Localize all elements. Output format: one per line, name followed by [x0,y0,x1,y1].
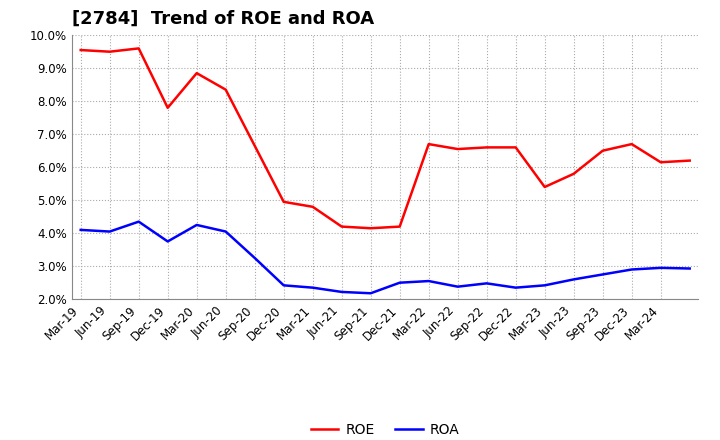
ROE [657,160,665,165]
ROA [627,267,636,272]
ROE [424,141,433,147]
ROE [221,87,230,92]
ROE [105,49,114,54]
ROA [279,283,288,288]
ROA [570,277,578,282]
Legend: ROE, ROA: ROE, ROA [305,417,465,440]
ROE [454,147,462,152]
ROE [251,143,259,148]
ROA [598,272,607,277]
ROA [511,285,520,290]
ROA [482,281,491,286]
ROE [685,158,694,163]
ROA [454,284,462,290]
ROE [395,224,404,229]
ROE [541,184,549,190]
ROA [76,227,85,232]
ROA [163,239,172,244]
ROE [511,145,520,150]
ROE [482,145,491,150]
ROA [366,290,375,296]
ROA [135,219,143,224]
ROA [541,283,549,288]
ROA [308,285,317,290]
ROA [221,229,230,234]
ROA [251,255,259,260]
Line: ROE: ROE [81,48,690,228]
ROA [395,280,404,286]
ROE [570,171,578,176]
ROA [685,266,694,271]
ROE [192,70,201,76]
ROA [192,222,201,227]
ROA [338,290,346,295]
ROE [135,46,143,51]
ROE [308,204,317,209]
ROE [338,224,346,229]
ROE [163,105,172,110]
ROA [657,265,665,271]
ROE [76,48,85,53]
ROA [105,229,114,234]
ROE [598,148,607,153]
ROA [424,279,433,284]
Line: ROA: ROA [81,222,690,293]
Text: [2784]  Trend of ROE and ROA: [2784] Trend of ROE and ROA [72,10,374,28]
ROE [366,226,375,231]
ROE [279,199,288,205]
ROE [627,141,636,147]
